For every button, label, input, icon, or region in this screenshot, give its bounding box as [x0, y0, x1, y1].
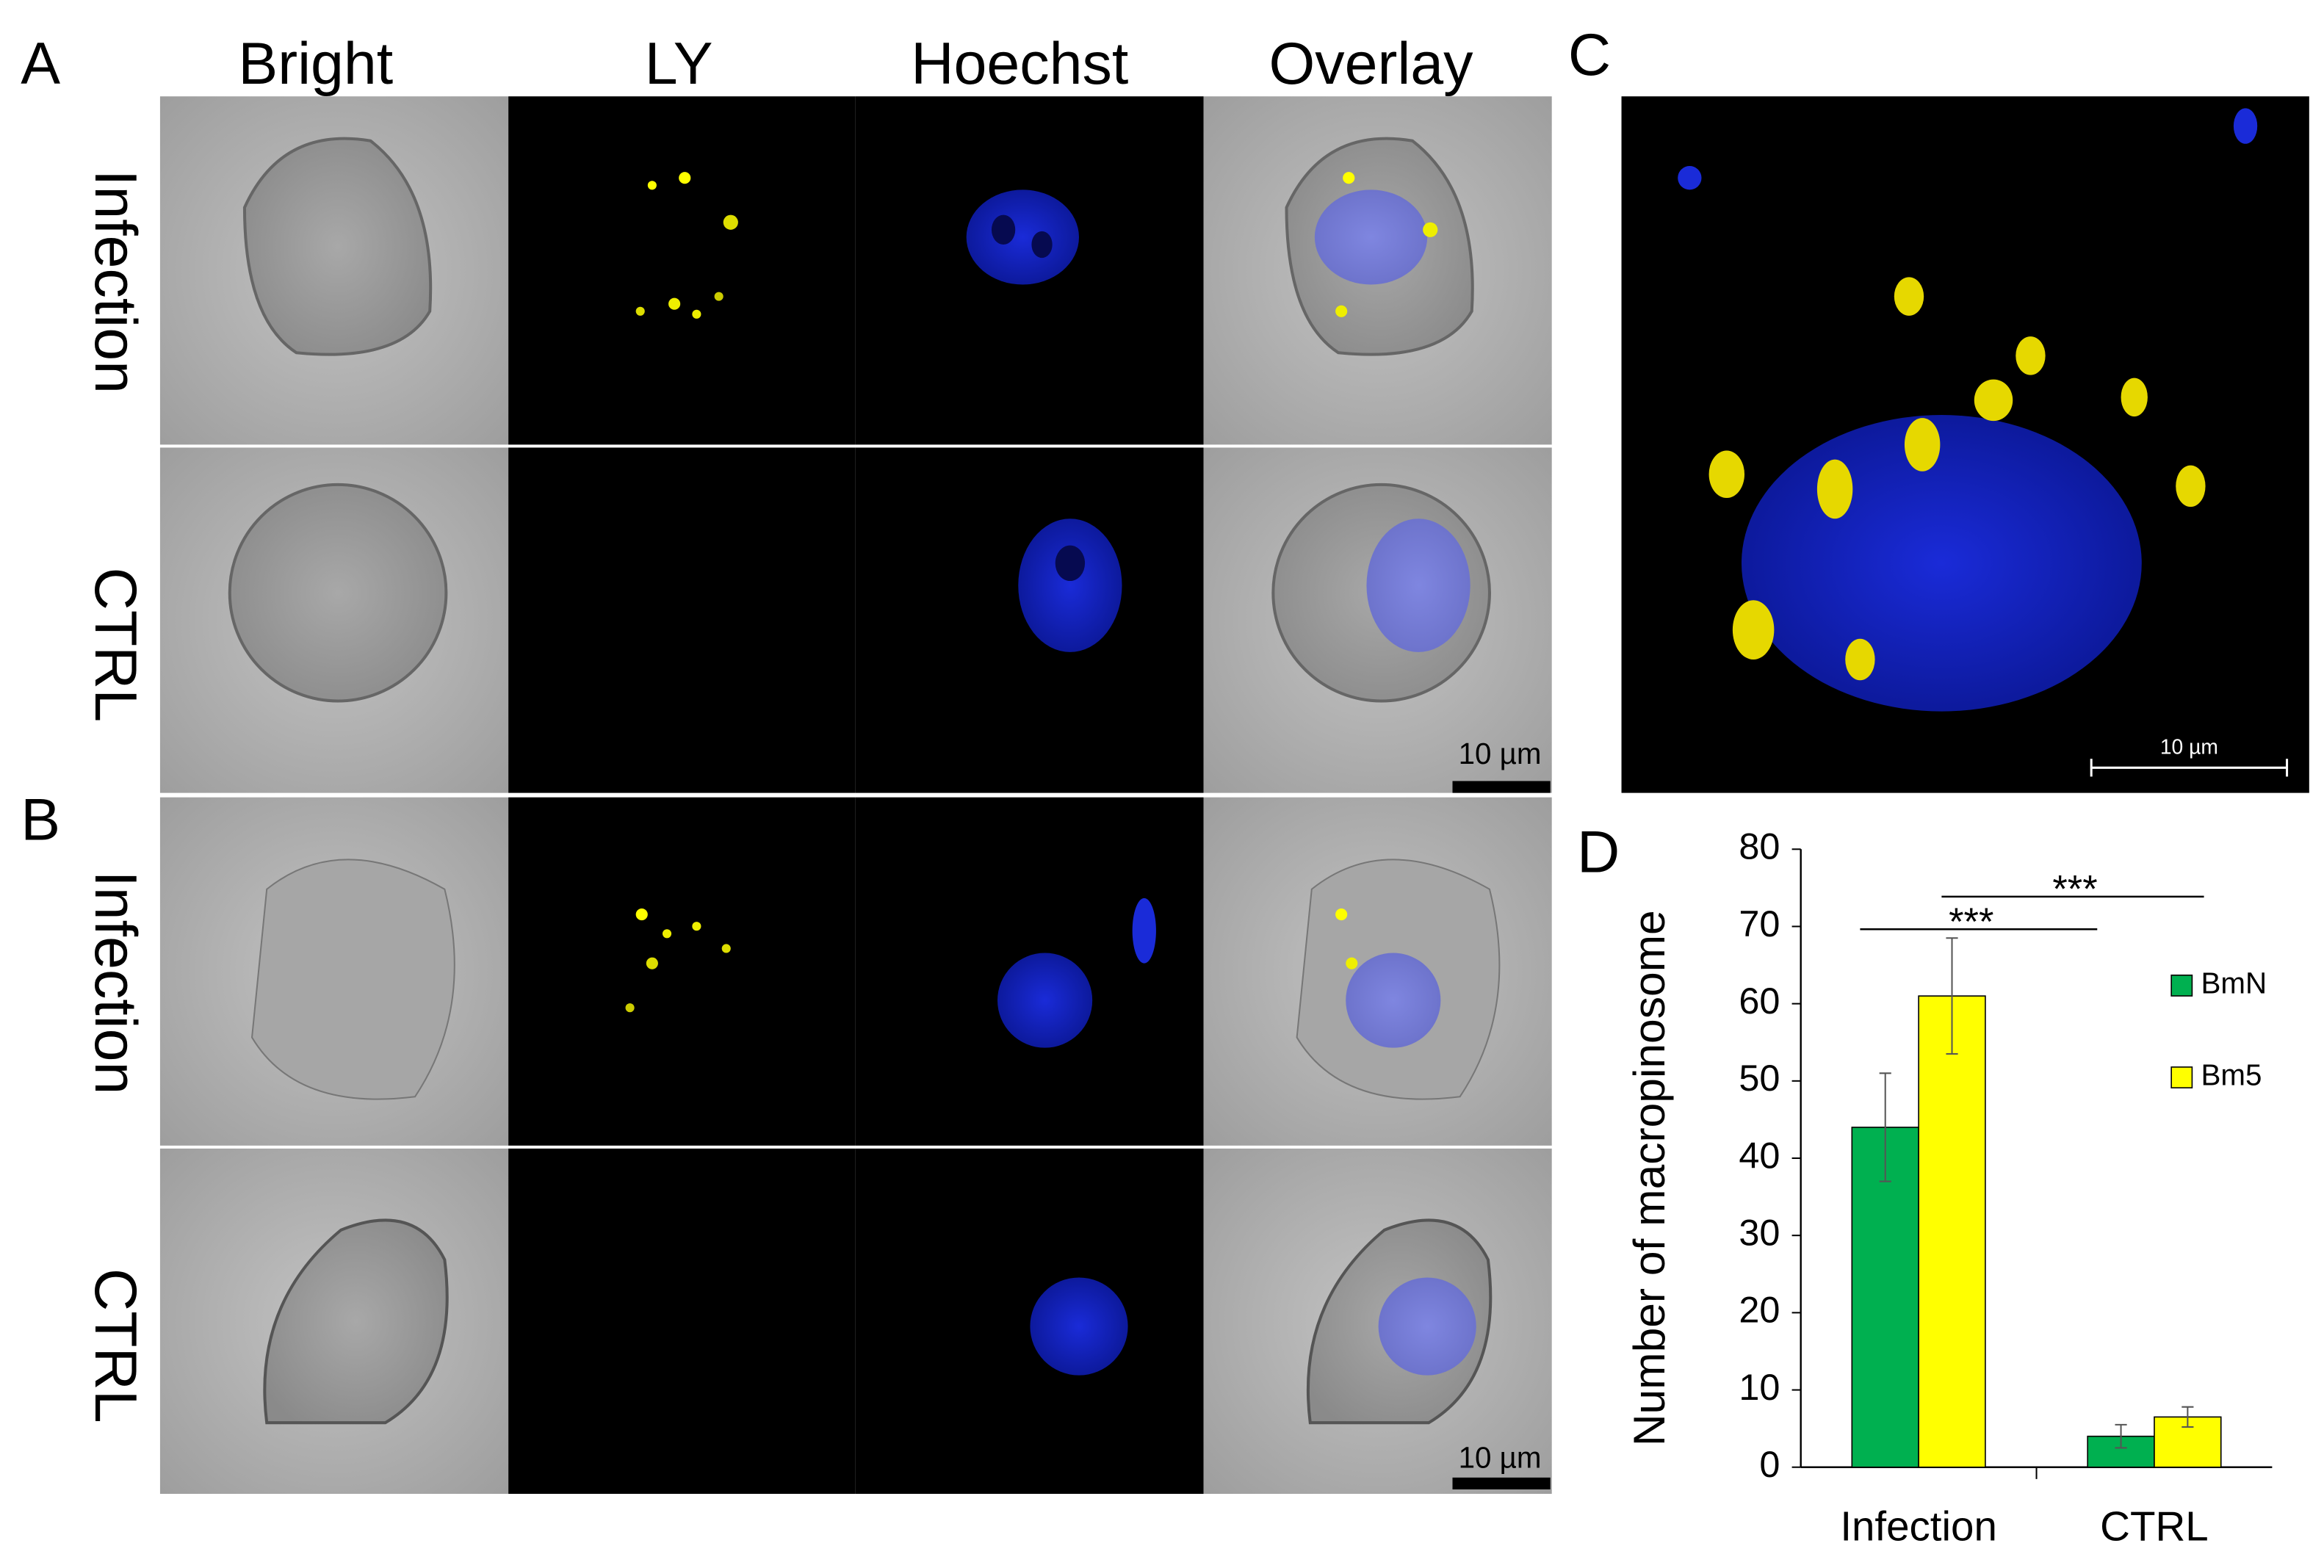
micrograph-3d	[1621, 96, 2309, 793]
micrograph	[159, 447, 1552, 793]
scale-bar-label: 10 µm	[1459, 737, 1542, 770]
micrograph	[159, 797, 1552, 1146]
error-bar	[1879, 1072, 1891, 1182]
micrograph	[159, 1148, 1552, 1495]
error-bar	[2182, 1406, 2194, 1428]
row-label: Infection	[82, 170, 148, 394]
y-tick-label: 40	[1739, 1134, 1780, 1176]
column-header: LY	[645, 31, 713, 97]
scale-bar-label: 10 µm	[1459, 1440, 1542, 1474]
legend-label: BmN	[2201, 967, 2267, 1000]
x-tick-label: CTRL	[2100, 1503, 2209, 1549]
y-tick-label: 0	[1759, 1443, 1780, 1485]
bar-chart: Number of macropinosome *** *** 0 10 20 30 4…	[1624, 825, 2273, 1549]
error-bar	[1946, 937, 1958, 1055]
significance: ***	[1949, 901, 1993, 944]
y-tick-label: 20	[1739, 1289, 1780, 1331]
column-header: Hoechst	[911, 31, 1128, 97]
y-tick-label: 60	[1739, 980, 1780, 1022]
y-tick-label: 50	[1739, 1057, 1780, 1099]
y-tick-label: 70	[1739, 903, 1780, 944]
micrograph	[159, 96, 1552, 445]
panel-label: D	[1577, 820, 1620, 886]
y-axis-title: Number of macropinosome	[1624, 910, 1674, 1446]
y-tick-label: 80	[1739, 825, 1780, 867]
significance: ***	[2052, 869, 2097, 911]
panel-label: B	[21, 787, 60, 853]
panel-label: A	[21, 31, 60, 97]
legend-swatch	[2170, 1066, 2193, 1088]
x-tick-label: Infection	[1840, 1503, 1997, 1549]
scale-bar-label: 10 µm	[2160, 735, 2218, 759]
error-bar	[2115, 1423, 2127, 1449]
panel-label: C	[1568, 22, 1611, 88]
column-header: Bright	[238, 31, 393, 97]
row-label: CTRL	[82, 567, 148, 722]
column-header: Overlay	[1269, 31, 1473, 97]
legend-label: Bm5	[2201, 1058, 2262, 1092]
row-label: Infection	[82, 870, 148, 1094]
row-label: CTRL	[82, 1268, 148, 1423]
legend-swatch	[2170, 974, 2193, 997]
bar	[2087, 1435, 2155, 1468]
y-tick-label: 10	[1739, 1366, 1780, 1408]
bar	[1918, 995, 1986, 1468]
y-tick-label: 30	[1739, 1212, 1780, 1254]
bar	[1851, 1127, 1919, 1468]
